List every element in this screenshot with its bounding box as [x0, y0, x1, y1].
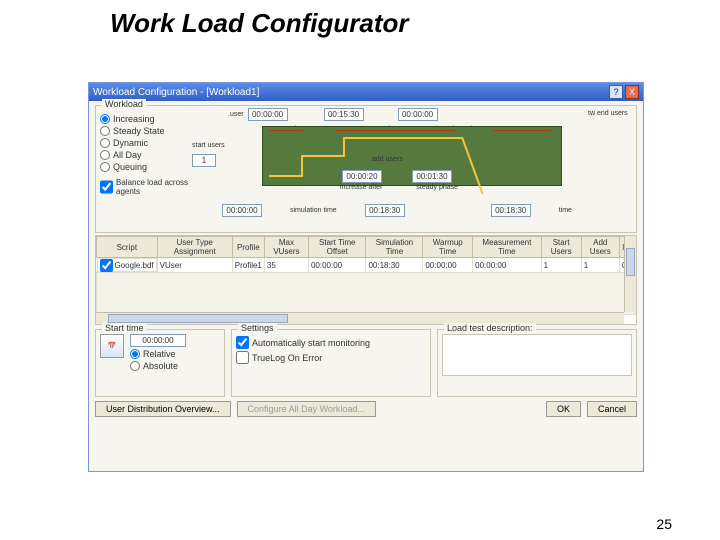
- th-start[interactable]: Start Users: [541, 237, 581, 258]
- cancel-button[interactable]: Cancel: [587, 401, 637, 417]
- th-meas[interactable]: Measurement Time: [473, 237, 541, 258]
- increase-after-label: increase after: [340, 184, 382, 191]
- end-users-label: tw end users: [588, 110, 634, 117]
- row-checkbox[interactable]: [100, 259, 113, 272]
- warmup-time-input[interactable]: 00:00:00: [248, 108, 288, 121]
- th-script[interactable]: Script: [97, 237, 158, 258]
- close-button[interactable]: X: [625, 85, 639, 99]
- workload-radio-list: Increasing Steady State Dynamic All Day …: [100, 112, 190, 196]
- vuser-axis-label: .user: [228, 111, 244, 118]
- horizontal-scrollbar[interactable]: [96, 312, 624, 324]
- bottom-time-1[interactable]: 00:00:00: [222, 204, 262, 217]
- steady-time-input[interactable]: 00:01:30: [412, 170, 452, 183]
- window-title: Workload Configuration - [Workload1]: [93, 87, 259, 98]
- settings-label: Settings: [238, 323, 277, 333]
- start-users-label: start users: [192, 142, 225, 149]
- slide-title: Work Load Configurator: [110, 8, 409, 39]
- radio-dynamic[interactable]: Dynamic: [100, 138, 190, 148]
- add-users-label: add users: [372, 156, 403, 163]
- measurement-time-input[interactable]: 00:15:30: [324, 108, 364, 121]
- script-table: Script User Type Assignment Profile Max …: [95, 235, 637, 325]
- th-offset[interactable]: Start Time Offset: [308, 237, 366, 258]
- cell-warmup[interactable]: 00:00:00: [423, 258, 473, 273]
- cell-start[interactable]: 1: [541, 258, 581, 273]
- cell-profile[interactable]: Profile1: [232, 258, 264, 273]
- ok-button[interactable]: OK: [546, 401, 581, 417]
- help-button[interactable]: ?: [609, 85, 623, 99]
- balance-checkbox[interactable]: Balance load across agents: [100, 178, 190, 196]
- th-max[interactable]: Max VUsers: [264, 237, 308, 258]
- cell-usertype[interactable]: VUser: [157, 258, 232, 273]
- start-users-input[interactable]: 1: [192, 154, 216, 167]
- table-row[interactable]: Google.bdf VUser Profile1 35 00:00:00 00…: [97, 258, 636, 273]
- closedown-time-input[interactable]: 00:00:00: [398, 108, 438, 121]
- button-row: User Distribution Overview... Configure …: [95, 401, 637, 417]
- page-number: 25: [656, 516, 672, 532]
- cell-max[interactable]: 35: [264, 258, 308, 273]
- radio-steady[interactable]: Steady State: [100, 126, 190, 136]
- workload-group-label: Workload: [102, 99, 146, 109]
- titlebar: Workload Configuration - [Workload1] ? X: [89, 83, 643, 101]
- start-time-label: Start time: [102, 323, 147, 333]
- simulation-time-label: simulation time: [290, 207, 337, 214]
- total-time-input[interactable]: 00:18:30: [491, 204, 531, 217]
- addusers-time-input[interactable]: 00:00:20: [342, 170, 382, 183]
- table-row-empty: [97, 273, 636, 315]
- radio-allday[interactable]: All Day: [100, 150, 190, 160]
- radio-increasing[interactable]: Increasing: [100, 114, 190, 124]
- workload-group: Workload Increasing Steady State Dynamic…: [95, 105, 637, 233]
- cell-add[interactable]: 1: [581, 258, 619, 273]
- workload-diagram-area: .user 00:00:00 00:15:30 00:00:00 warmup …: [192, 112, 632, 228]
- th-sim[interactable]: Simulation Time: [366, 237, 423, 258]
- description-panel: Load test description:: [437, 329, 637, 397]
- vertical-scrollbar[interactable]: [624, 236, 636, 312]
- cell-sim[interactable]: 00:18:30: [366, 258, 423, 273]
- time-axis-label: time: [559, 207, 572, 214]
- allday-workload-button: Configure All Day Workload...: [237, 401, 376, 417]
- radio-relative[interactable]: Relative: [130, 349, 186, 359]
- calendar-icon[interactable]: 📅: [100, 334, 124, 358]
- settings-panel: Settings Automatically start monitoring …: [231, 329, 431, 397]
- start-time-panel: Start time 📅 00:00:00 Relative Absolute: [95, 329, 225, 397]
- th-warmup[interactable]: Warmup Time: [423, 237, 473, 258]
- description-textarea[interactable]: [442, 334, 632, 376]
- cell-meas[interactable]: 00:00:00: [473, 258, 541, 273]
- start-time-input[interactable]: 00:00:00: [130, 334, 186, 347]
- radio-absolute[interactable]: Absolute: [130, 361, 186, 371]
- radio-queuing[interactable]: Queuing: [100, 162, 190, 172]
- th-add[interactable]: Add Users: [581, 237, 619, 258]
- th-profile[interactable]: Profile: [232, 237, 264, 258]
- cell-offset[interactable]: 00:00:00: [308, 258, 366, 273]
- description-label: Load test description:: [444, 323, 536, 333]
- cell-script: Google.bdf: [115, 261, 154, 270]
- user-distribution-button[interactable]: User Distribution Overview...: [95, 401, 231, 417]
- table-header-row: Script User Type Assignment Profile Max …: [97, 237, 636, 258]
- simulation-time-input[interactable]: 00:18:30: [365, 204, 405, 217]
- truelog-checkbox[interactable]: TrueLog On Error: [236, 351, 426, 364]
- th-usertype[interactable]: User Type Assignment: [157, 237, 232, 258]
- app-window: Workload Configuration - [Workload1] ? X…: [88, 82, 644, 472]
- auto-monitor-checkbox[interactable]: Automatically start monitoring: [236, 336, 426, 349]
- steady-phase-label: steady phase: [416, 184, 458, 191]
